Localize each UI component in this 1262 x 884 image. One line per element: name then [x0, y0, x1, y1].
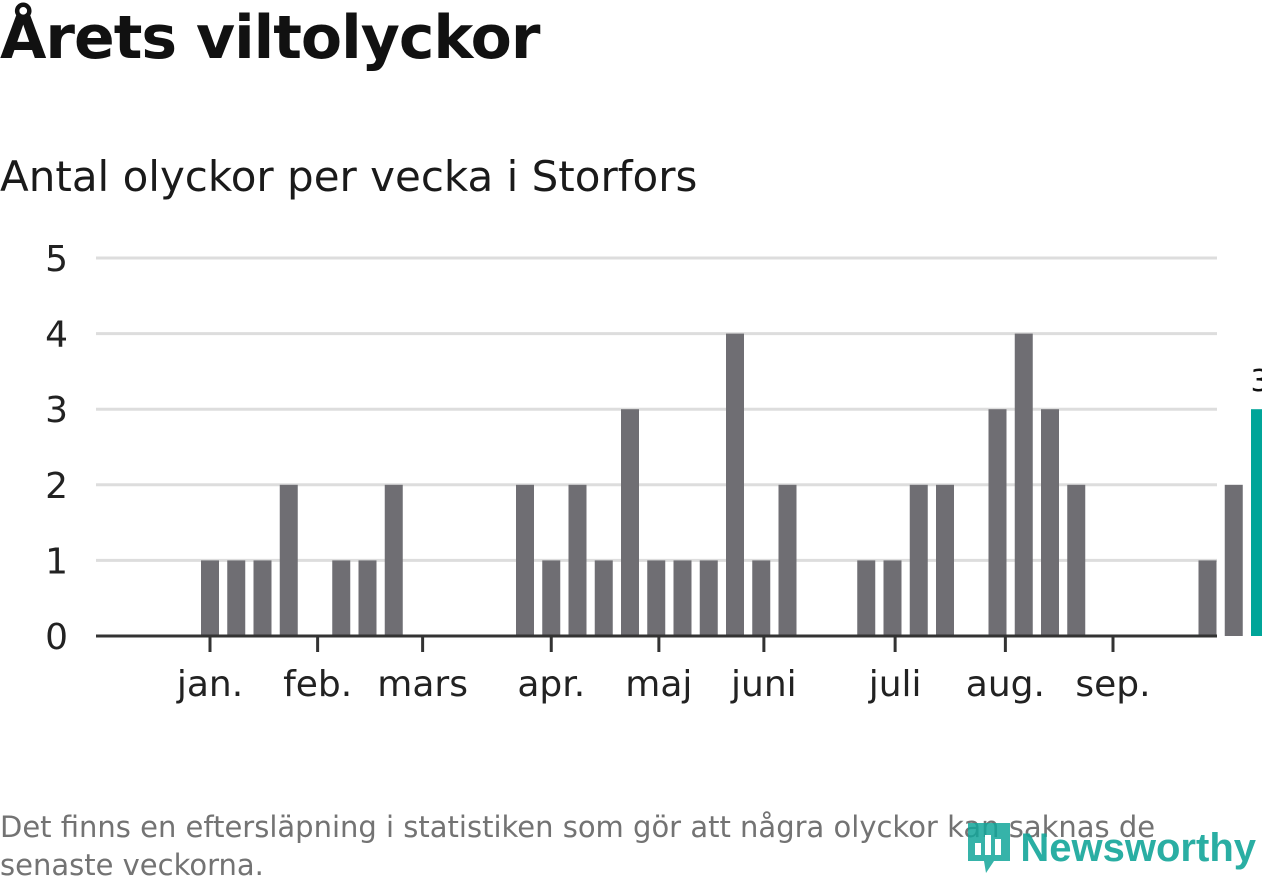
bar [909, 484, 928, 636]
x-tick-label: feb. [283, 664, 352, 705]
bar [857, 560, 876, 636]
bar [778, 484, 797, 636]
bar [936, 484, 954, 636]
data-labels: 3 [1250, 364, 1262, 399]
chart-subtitle: Antal olyckor per vecka i Storfors [0, 152, 698, 201]
y-tick-label: 0 [45, 617, 68, 658]
bar [279, 484, 298, 636]
bar [594, 560, 613, 636]
bar [568, 484, 587, 636]
x-tick-label: apr. [517, 664, 585, 705]
x-tick-label: aug. [966, 664, 1045, 705]
bar [988, 409, 1007, 636]
bar [1067, 484, 1086, 636]
bar [883, 560, 902, 636]
bar [253, 560, 272, 636]
y-tick-label: 4 [45, 315, 68, 356]
footnote: Det finns en eftersläpning i statistiken… [0, 810, 1156, 882]
bar [621, 409, 639, 636]
bar [647, 560, 666, 636]
x-tick-label: juli [868, 664, 922, 705]
y-tick-label: 5 [45, 239, 68, 280]
x-tick-label: juni [730, 664, 797, 705]
y-tick-label: 2 [45, 466, 68, 507]
bar [542, 560, 561, 636]
chart-title: Årets viltolyckor [0, 3, 540, 73]
y-tick-label: 3 [45, 390, 68, 431]
bar [516, 484, 534, 636]
bar-highlighted [1251, 409, 1262, 636]
bar [726, 333, 744, 636]
bar [673, 560, 692, 636]
x-tick-label: maj [625, 664, 692, 705]
bar [752, 560, 771, 636]
y-tick-label: 1 [45, 541, 68, 582]
newsworthy-logo-icon [968, 823, 1011, 873]
data-label: 3 [1250, 364, 1262, 399]
x-axis-ticks: jan. feb. mars apr. maj juni juli aug. sep. [176, 636, 1151, 705]
x-tick-label: mars [377, 664, 468, 705]
bar [1014, 333, 1033, 636]
bar [227, 560, 246, 636]
bar [201, 560, 219, 636]
bar [332, 560, 351, 636]
bar [358, 560, 377, 636]
x-tick-label: jan. [176, 664, 243, 705]
brand-name: Newsworthy [1020, 825, 1256, 870]
y-axis-ticks: 0 1 2 3 4 5 [45, 239, 68, 658]
bar [384, 484, 403, 636]
bar [1224, 484, 1243, 636]
x-tick-label: sep. [1075, 664, 1150, 705]
bar [1041, 409, 1059, 636]
bar [699, 560, 718, 636]
bars [201, 333, 1262, 636]
bar [1198, 560, 1217, 636]
brand-logo: Newsworthy [964, 818, 1256, 878]
